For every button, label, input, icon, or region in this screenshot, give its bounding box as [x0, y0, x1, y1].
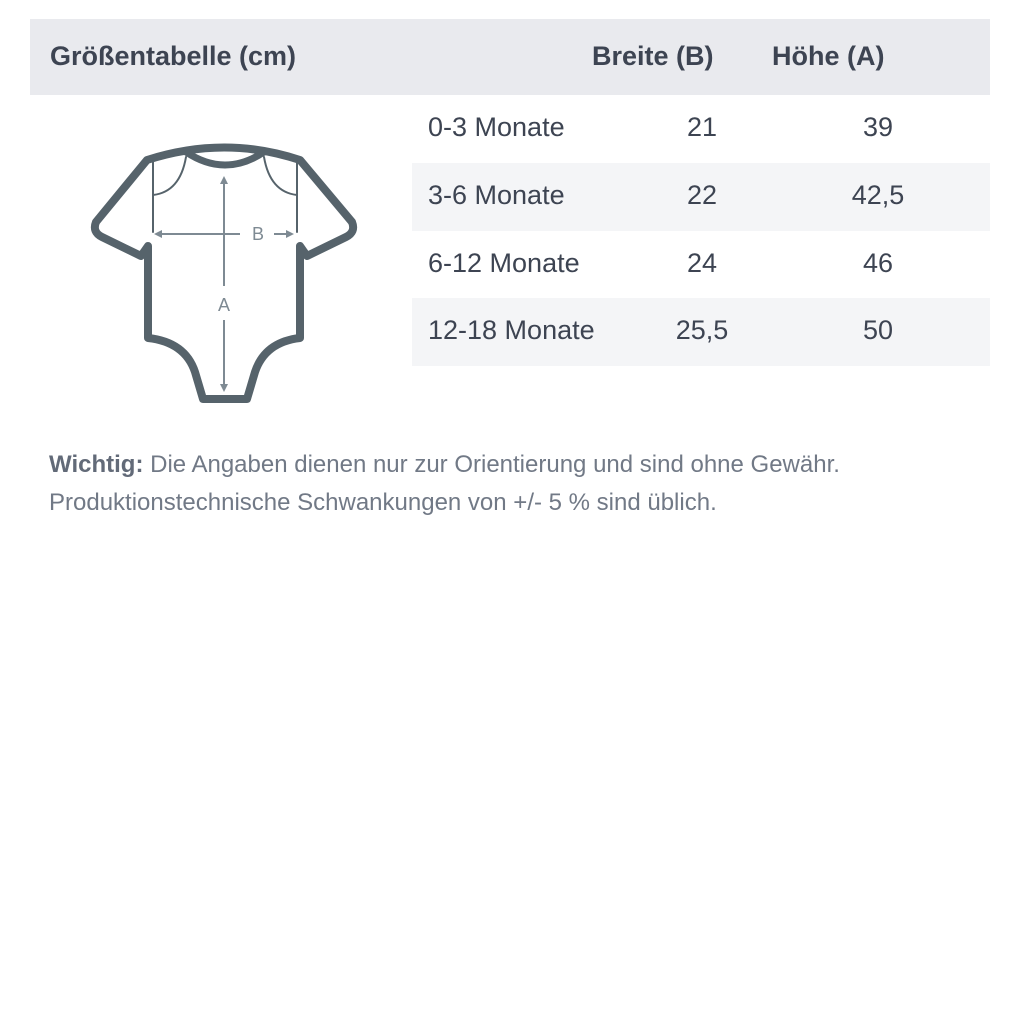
width-cell: 21 [686, 112, 718, 142]
disclaimer-note: Wichtig: Die Angaben dienen nur zur Orie… [49, 446, 840, 522]
table-title: Größentabelle (cm) [50, 41, 297, 71]
label-b: B [252, 224, 264, 244]
size-cell: 3-6 Monate [428, 180, 565, 210]
column-header-width: Breite (B) [592, 41, 714, 71]
width-cell: 22 [686, 180, 718, 210]
size-cell: 6-12 Monate [428, 248, 580, 278]
note-line-1: Die Angaben dienen nur zur Orientierung … [143, 451, 840, 478]
height-cell: 39 [862, 112, 894, 142]
note-line-2: Produktionstechnische Schwankungen von +… [49, 489, 717, 516]
size-cell: 12-18 Monate [428, 315, 595, 345]
height-cell: 50 [862, 315, 894, 345]
table-row: 3-6 Monate 22 42,5 [412, 163, 990, 231]
height-cell: 46 [862, 248, 894, 278]
column-header-height: Höhe (A) [772, 41, 885, 71]
baby-bodysuit-icon: B A [90, 143, 358, 403]
table-row: 6-12 Monate 24 46 [412, 231, 990, 299]
width-cell: 24 [686, 248, 718, 278]
table-row: 12-18 Monate 25,5 50 [412, 298, 990, 366]
table-header: Größentabelle (cm) Breite (B) Höhe (A) [30, 19, 990, 95]
height-cell: 42,5 [851, 180, 905, 210]
note-label: Wichtig: [49, 451, 144, 478]
table-row: 0-3 Monate 21 39 [412, 95, 990, 163]
width-cell: 25,5 [675, 315, 729, 345]
size-cell: 0-3 Monate [428, 112, 565, 142]
label-a: A [218, 295, 230, 315]
